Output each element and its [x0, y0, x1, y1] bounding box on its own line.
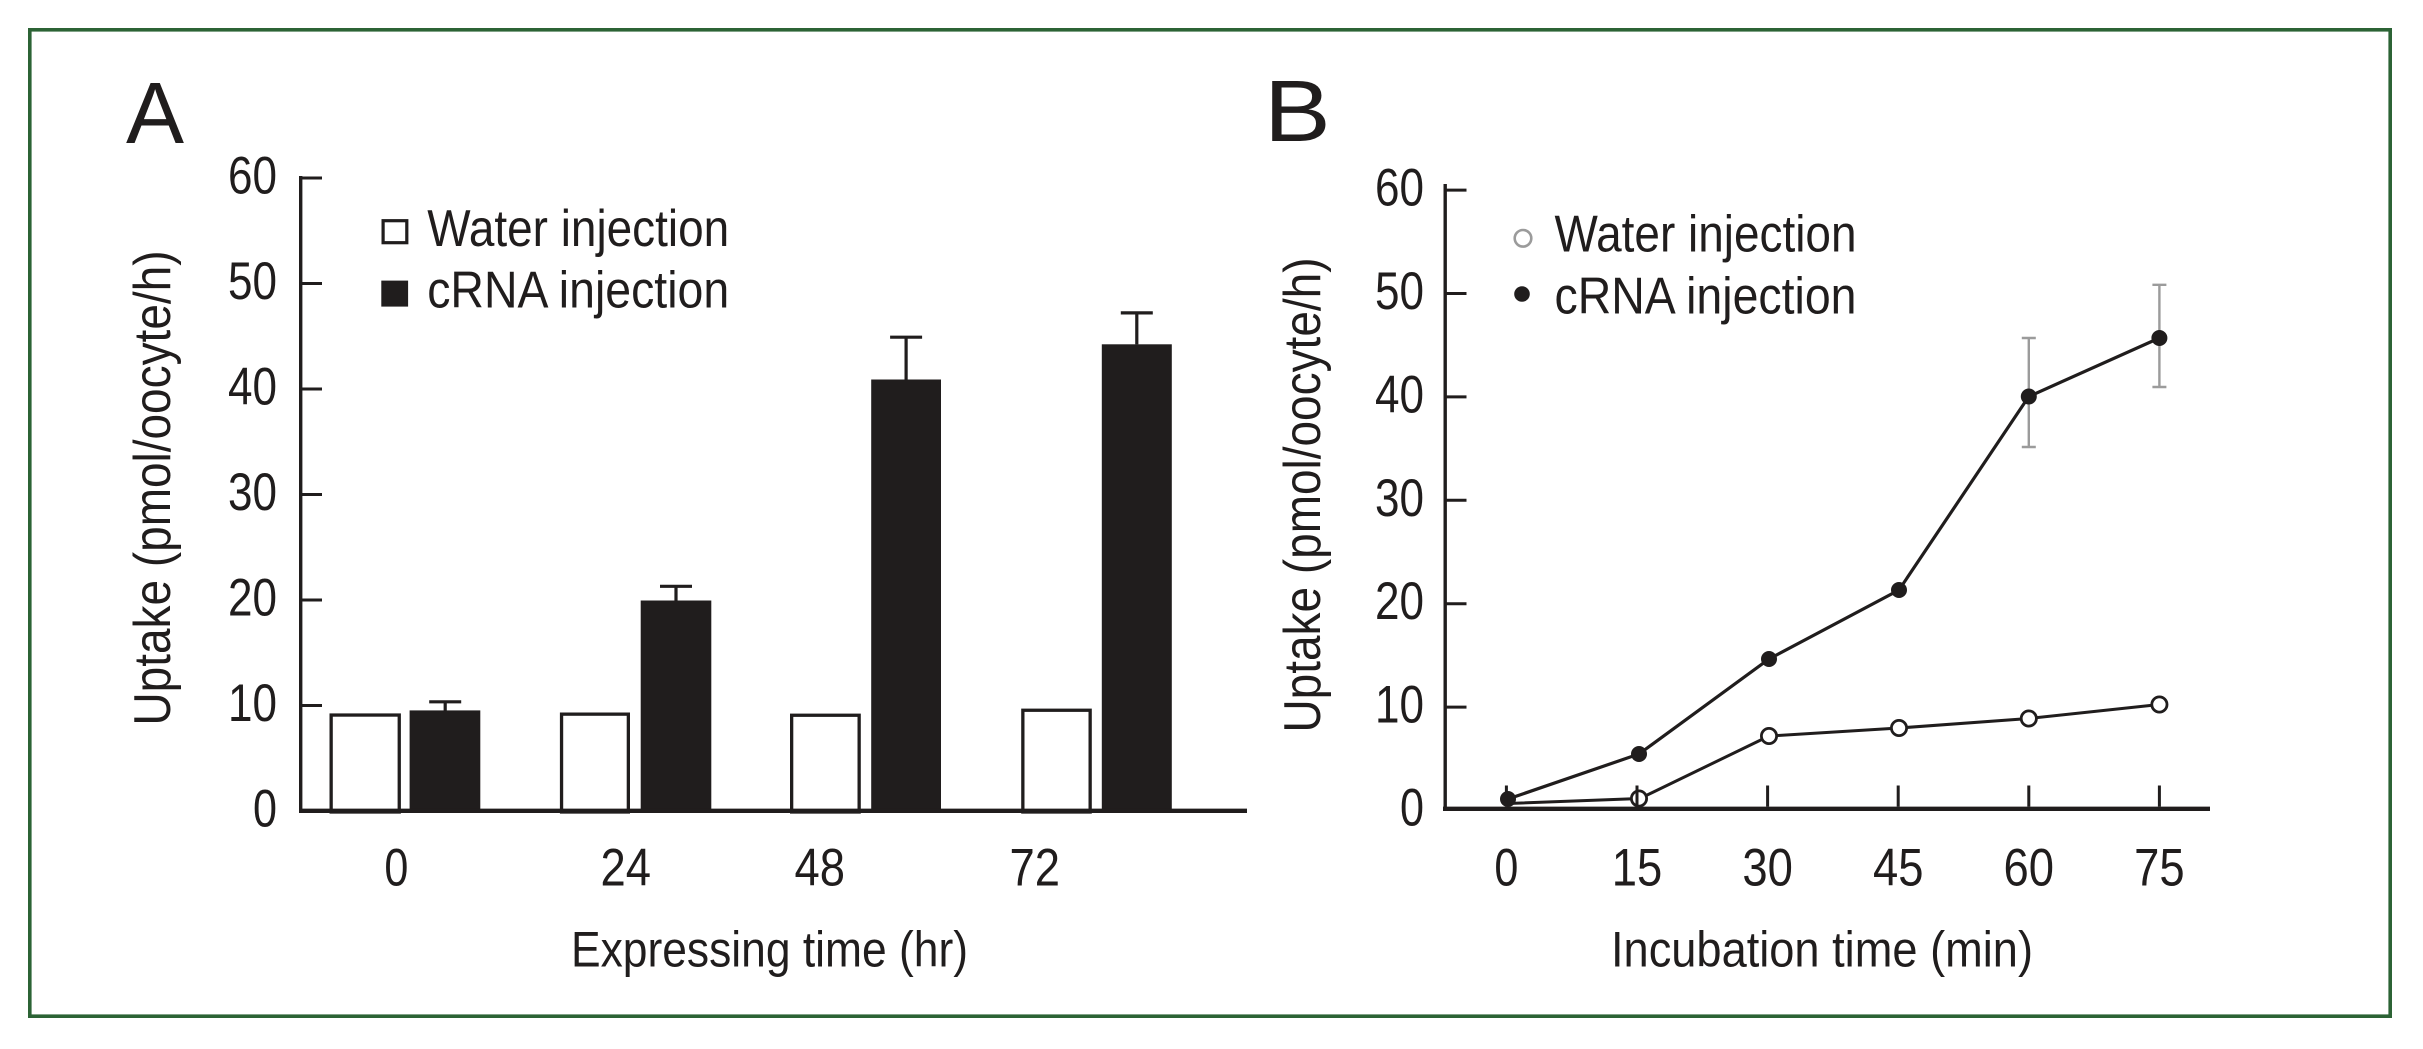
svg-text:10: 10 — [1375, 676, 1424, 735]
svg-text:40: 40 — [1375, 365, 1424, 424]
svg-text:Expressing time (hr): Expressing time (hr) — [571, 921, 968, 978]
svg-text:24: 24 — [600, 839, 651, 898]
svg-text:cRNA injection: cRNA injection — [427, 262, 729, 320]
svg-text:20: 20 — [228, 569, 277, 628]
svg-text:Uptake (pmol/oocyte/h): Uptake (pmol/oocyte/h) — [124, 251, 182, 726]
svg-text:40: 40 — [228, 358, 277, 417]
svg-text:Water injection: Water injection — [1555, 206, 1857, 264]
svg-text:30: 30 — [228, 463, 277, 522]
svg-text:60: 60 — [228, 147, 277, 206]
svg-text:30: 30 — [1375, 469, 1424, 528]
svg-text:75: 75 — [2134, 839, 2185, 898]
svg-text:0: 0 — [253, 780, 277, 839]
svg-text:B: B — [1264, 62, 1331, 159]
svg-text:60: 60 — [1375, 159, 1424, 218]
svg-text:Incubation time (min): Incubation time (min) — [1611, 921, 2033, 978]
svg-text:48: 48 — [795, 839, 846, 898]
svg-text:60: 60 — [2004, 839, 2055, 898]
svg-text:Water injection: Water injection — [427, 200, 729, 258]
svg-text:30: 30 — [1742, 839, 1793, 898]
svg-text:15: 15 — [1612, 839, 1663, 898]
svg-text:45: 45 — [1873, 839, 1924, 898]
svg-text:50: 50 — [1375, 262, 1424, 321]
svg-text:20: 20 — [1375, 572, 1424, 631]
svg-text:72: 72 — [1010, 839, 1061, 898]
svg-text:Uptake (pmol/oocyte/h): Uptake (pmol/oocyte/h) — [1274, 258, 1332, 733]
svg-text:50: 50 — [228, 252, 277, 311]
svg-text:0: 0 — [1400, 779, 1424, 838]
svg-text:0: 0 — [384, 839, 408, 898]
svg-text:10: 10 — [228, 674, 277, 733]
svg-text:cRNA injection: cRNA injection — [1555, 267, 1857, 325]
svg-text:0: 0 — [1494, 839, 1518, 898]
svg-text:A: A — [126, 65, 184, 162]
